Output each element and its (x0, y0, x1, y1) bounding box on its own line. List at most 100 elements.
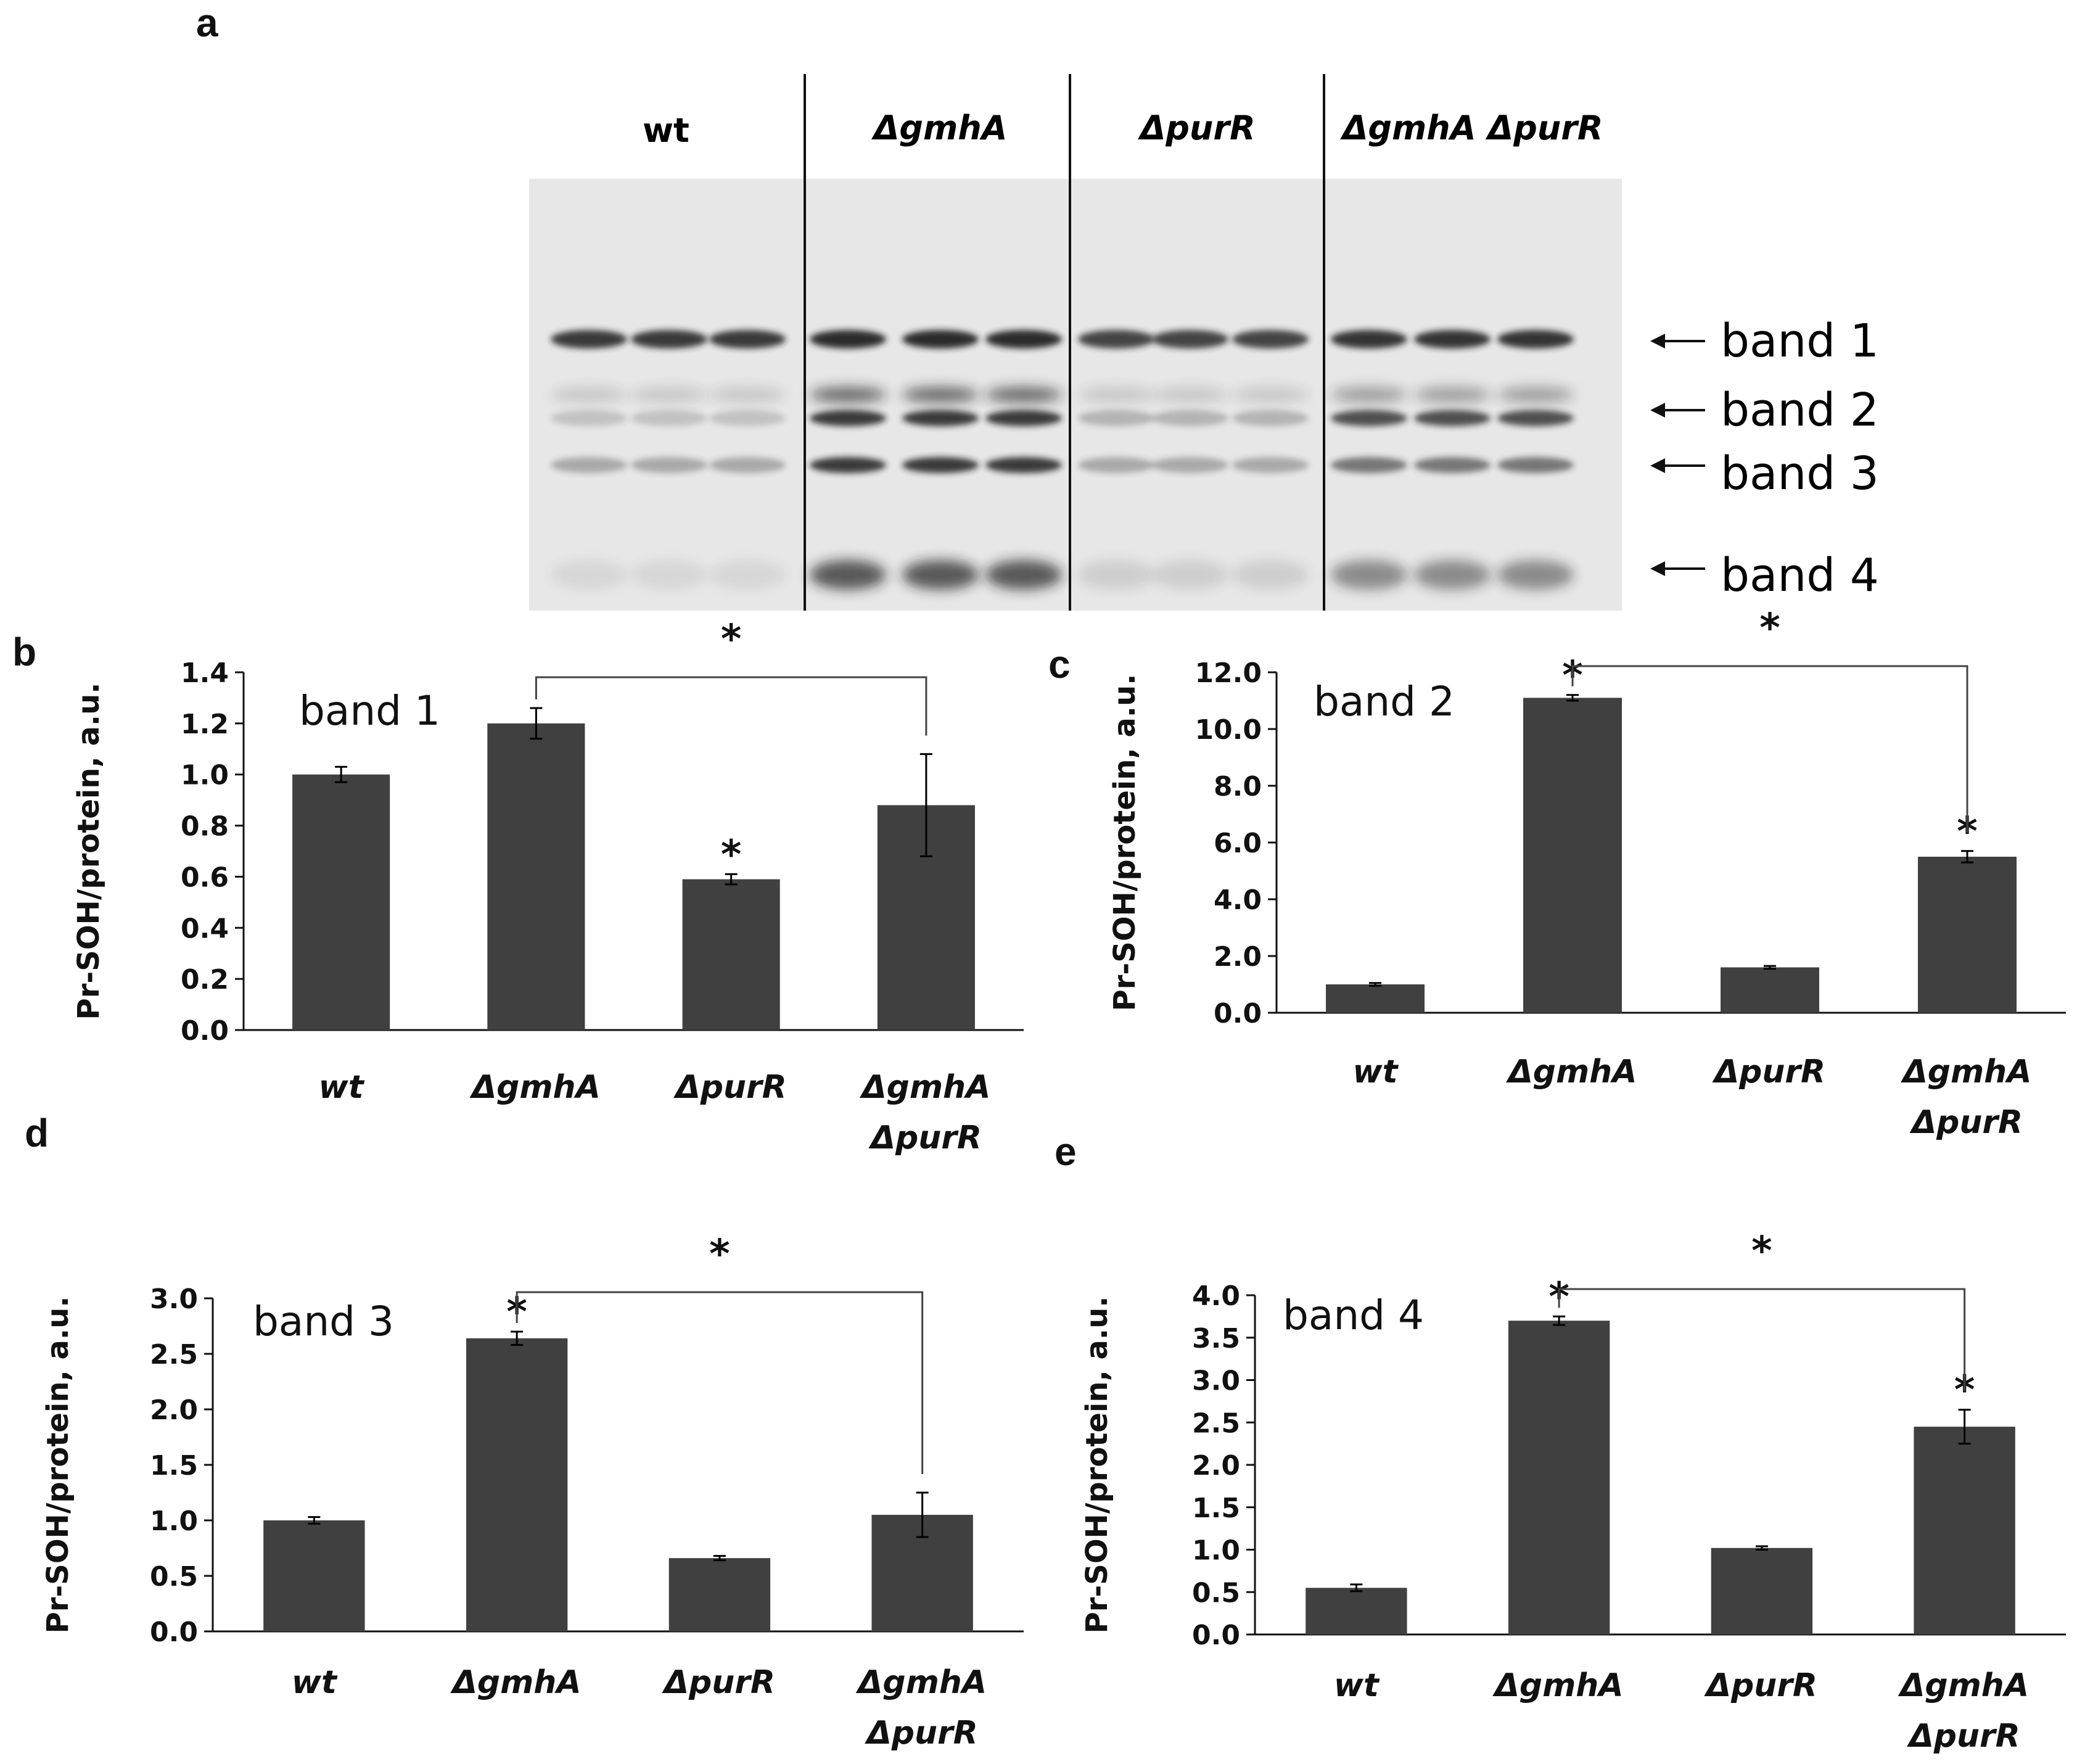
band-3-arrowhead (1650, 458, 1665, 473)
blot-band (631, 387, 707, 403)
panel-label-c: c (1048, 642, 1071, 686)
y-tick-label: 12.0 (1195, 657, 1262, 689)
blot-band (1497, 410, 1574, 426)
bar (668, 1558, 771, 1631)
x-category-label: ΔpurR (865, 1715, 978, 1752)
y-tick-label: 1.0 (1192, 1535, 1240, 1567)
y-tick-label: 2.0 (150, 1395, 198, 1426)
blot-band (631, 457, 707, 473)
band-3-label: band 3 (1721, 447, 1879, 500)
chart-title: band 3 (253, 1298, 394, 1345)
y-tick-label: 0.4 (181, 913, 229, 944)
bar (1306, 1588, 1407, 1634)
x-category-label: ΔpurR (1712, 1053, 1825, 1090)
lane-header-wt: wt (643, 111, 689, 150)
blot-band (985, 457, 1062, 473)
blot-band (1331, 387, 1407, 403)
western-blot-panel: wt ΔgmhA ΔpurR ΔgmhA ΔpurR band 1 band 2… (529, 74, 1879, 611)
x-category-label: ΔpurR (868, 1119, 982, 1156)
blot-band (709, 387, 786, 403)
blot-band (709, 330, 786, 348)
y-axis-label: Pr-SOH/protein, a.u. (72, 683, 106, 1020)
chart-title: band 4 (1283, 1292, 1424, 1339)
bar (1711, 1548, 1813, 1634)
blot-band (551, 457, 627, 473)
blot-band (1152, 560, 1228, 590)
bar (466, 1338, 568, 1631)
blot-band (985, 387, 1062, 403)
bar (263, 1520, 365, 1631)
blot-band (985, 560, 1062, 590)
blot-band (810, 410, 886, 426)
y-axis-label: Pr-SOH/protein, a.u. (41, 1296, 75, 1634)
y-tick-label: 0.0 (181, 1015, 229, 1047)
significance-bracket (1558, 1288, 1966, 1391)
x-category-label: ΔpurR (1704, 1667, 1817, 1704)
bar (1914, 1427, 2015, 1634)
band-2-arrowhead (1650, 403, 1665, 418)
blot-band (810, 560, 886, 590)
blot-band (902, 410, 979, 426)
blot-band (709, 457, 786, 473)
y-tick-label: 1.0 (150, 1506, 198, 1537)
band-4-label: band 4 (1721, 549, 1879, 602)
blot-band (551, 410, 627, 426)
chart-title: band 2 (1314, 678, 1455, 725)
bar (1918, 857, 2017, 1013)
blot-band (1497, 457, 1574, 473)
y-tick-label: 10.0 (1195, 714, 1262, 746)
blot-band (1331, 457, 1407, 473)
blot-band (631, 410, 707, 426)
bar (1508, 1321, 1610, 1634)
blot-band (1078, 330, 1154, 348)
y-tick-label: 1.4 (181, 657, 229, 689)
x-category-label: wt (292, 1664, 338, 1701)
blot-band (1152, 457, 1228, 473)
chart-title: band 1 (299, 687, 440, 735)
blot-lane-dividers (804, 74, 1325, 611)
blot-band (1232, 410, 1309, 426)
lane-header-gmha: ΔgmhA (871, 109, 1008, 147)
blot-band (902, 560, 979, 590)
blot-band (1414, 387, 1491, 403)
bar-chart-band-4: 0.0 0.5 1.0 1.5 2.0 2.5 3.0 3.5 4.0 Pr-SOH/protei… (1080, 1229, 2066, 1755)
band-4-arrowhead (1650, 561, 1665, 576)
blot-band (1152, 410, 1228, 426)
y-tick-label: 1.5 (1192, 1493, 1240, 1524)
blot-band (631, 560, 707, 590)
x-category-label: ΔgmhA (1492, 1667, 1624, 1704)
lane-header-purr: ΔpurR (1137, 109, 1255, 147)
panel-label-a: a (196, 1, 218, 45)
blot-band (985, 330, 1062, 348)
blot-band (1331, 410, 1407, 426)
blot-band (902, 387, 979, 403)
y-tick-label: 0.5 (150, 1561, 198, 1593)
blot-band (1331, 560, 1407, 590)
y-tick-label: 1.2 (181, 709, 229, 740)
y-tick-label: 2.0 (1192, 1450, 1240, 1482)
blot-band (551, 560, 627, 590)
blot-band (1078, 387, 1154, 403)
bar-chart-band-3: 0.0 0.5 1.0 1.5 2.0 2.5 3.0 Pr-SOH/protein, a.u… (41, 1232, 1024, 1752)
x-category-label: ΔgmhA (859, 1069, 990, 1106)
y-tick-label: 0.8 (181, 811, 229, 843)
blot-band (1232, 560, 1309, 590)
blot-band (1232, 387, 1309, 403)
blot-band (1078, 457, 1154, 473)
y-tick-label: 6.0 (1214, 828, 1262, 859)
significance-bracket (516, 1291, 924, 1474)
x-category-label: ΔpurR (1907, 1718, 2020, 1755)
panel-label-b: b (12, 630, 37, 674)
y-tick-label: 0.0 (1214, 998, 1262, 1029)
blot-band (1078, 410, 1154, 426)
y-tick-label: 1.5 (150, 1450, 198, 1482)
significance-bracket (535, 676, 927, 736)
panel-label-e: e (1055, 1129, 1077, 1174)
y-tick-label: 0.2 (181, 964, 229, 995)
y-tick-label: 4.0 (1214, 884, 1262, 916)
y-tick-label: 1.0 (181, 760, 229, 791)
panel-label-d: d (25, 1111, 49, 1155)
blot-band (551, 387, 627, 403)
blot-band (1414, 410, 1491, 426)
y-tick-label: 0.0 (150, 1617, 198, 1648)
